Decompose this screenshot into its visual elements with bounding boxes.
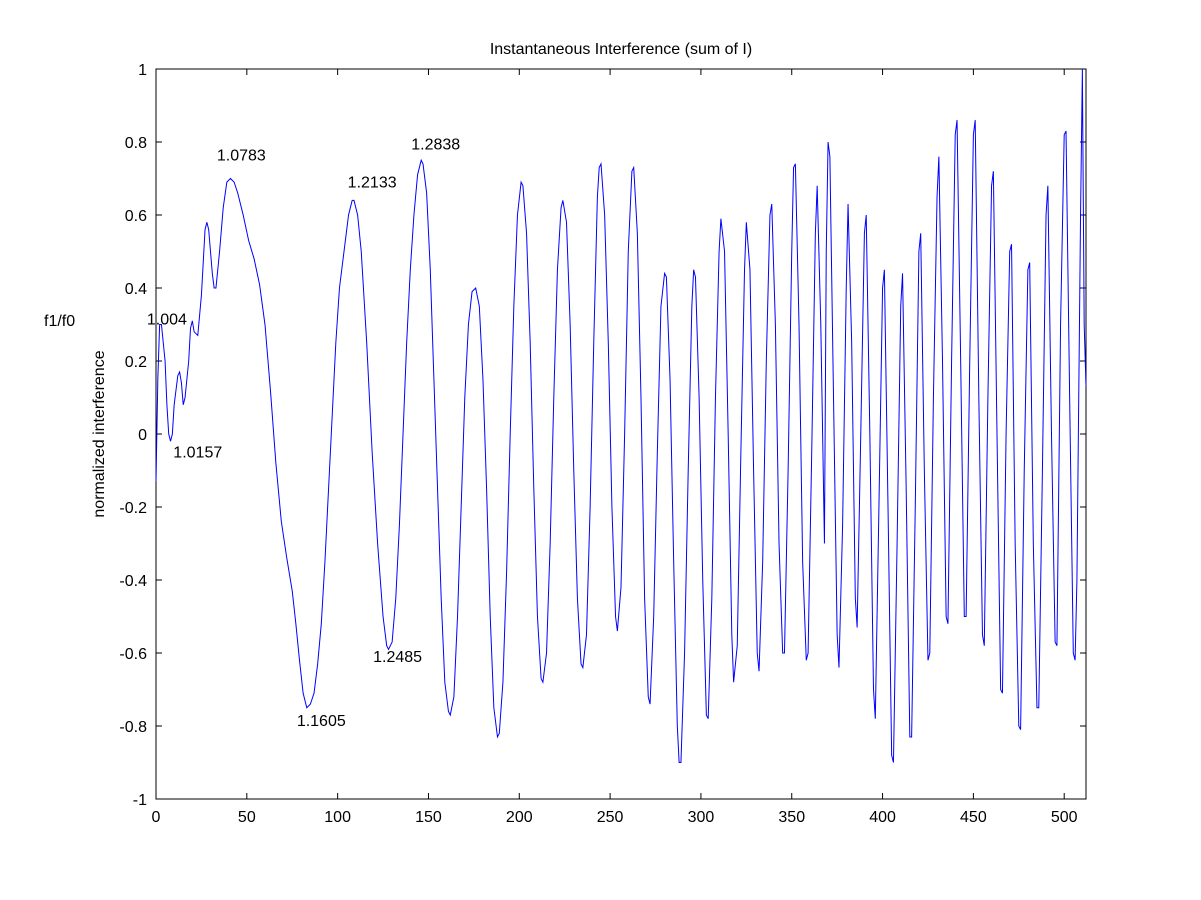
x-tick-label: 50 <box>238 809 256 826</box>
data-annotation: 1.2485 <box>373 649 422 666</box>
y-tick-label: -1 <box>133 792 147 809</box>
plot-area: 0 50 100 150 200 250 300 350 400 450 500 -1 -0.8 -0.6… <box>119 62 1087 826</box>
x-tick-label: 250 <box>597 809 624 826</box>
x-tick-label: 200 <box>506 809 533 826</box>
data-annotation: 1.004 <box>147 312 187 329</box>
x-tick-label: 500 <box>1051 809 1078 826</box>
y-tick-label: 1 <box>138 62 147 79</box>
y-axis-label: normalized interference <box>91 350 108 517</box>
y-tick-label: 0.2 <box>125 354 147 371</box>
y-tick-label: 0 <box>138 427 147 444</box>
y-tick-label: 0.4 <box>125 281 147 298</box>
chart-title: Instantaneous Interference (sum of I) <box>490 41 752 58</box>
data-annotation: 1.0157 <box>173 445 222 462</box>
y-tick-label: -0.2 <box>119 500 147 517</box>
data-annotation: 1.2838 <box>411 136 460 153</box>
data-annotation: 1.1605 <box>297 713 346 730</box>
side-label: f1/f0 <box>44 313 75 330</box>
x-tick-label: 0 <box>152 809 161 826</box>
x-tick-label: 400 <box>869 809 896 826</box>
y-tick-label: 0.8 <box>125 135 147 152</box>
data-annotation: 1.2133 <box>348 175 397 192</box>
y-tick-label: -0.6 <box>119 646 147 663</box>
x-tick-label: 150 <box>415 809 442 826</box>
x-tick-label: 450 <box>960 809 987 826</box>
y-tick-label: -0.8 <box>119 719 147 736</box>
data-annotation: 1.0783 <box>217 147 266 164</box>
x-tick-label: 100 <box>324 809 351 826</box>
y-tick-label: -0.4 <box>119 573 147 590</box>
axes-box <box>155 68 1087 800</box>
x-tick-label: 300 <box>688 809 715 826</box>
x-tick-label: 350 <box>778 809 805 826</box>
y-tick-label: 0.6 <box>125 208 147 225</box>
series-line <box>155 68 1087 763</box>
